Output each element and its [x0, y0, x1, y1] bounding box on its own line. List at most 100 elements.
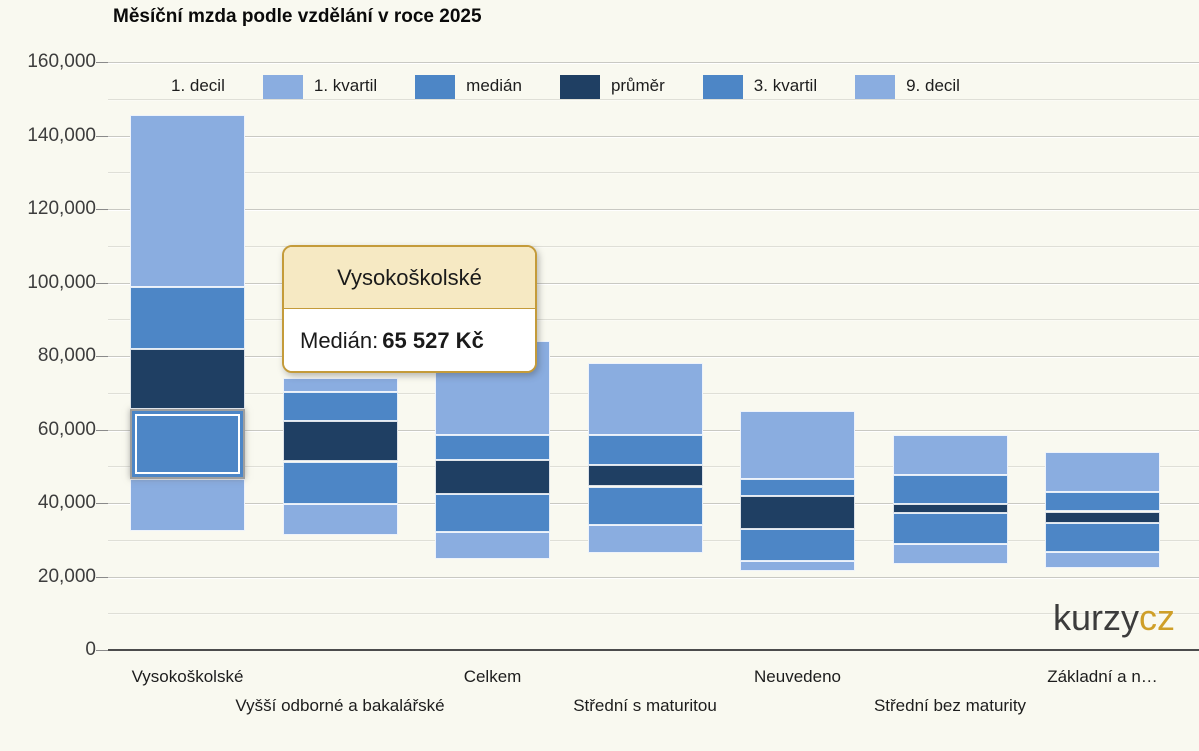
segment-1-kvartil[interactable]	[282, 504, 398, 535]
tooltip: Vysokoškolské Medián: 65 527 Kč	[282, 245, 537, 373]
legend-label: 9. decil	[904, 75, 964, 99]
gridline	[108, 98, 1199, 100]
legend-label: průměr	[609, 75, 669, 99]
gridline	[108, 282, 1199, 284]
segment-medián[interactable]	[130, 409, 245, 480]
kurzy-logo-cz-text: cz	[1139, 597, 1175, 638]
legend-item-9-decil[interactable]: 9. decil	[855, 74, 964, 100]
segment-1-kvartil[interactable]	[435, 531, 550, 560]
segment-průměr[interactable]	[587, 465, 703, 487]
legend-item-3-kvartil[interactable]: 3. kvartil	[702, 74, 821, 100]
segment-1-kvartil[interactable]	[587, 525, 703, 554]
segment-medián[interactable]	[740, 528, 855, 561]
segment-3-kvartil[interactable]	[130, 287, 245, 350]
x-axis-label-3: Celkem	[463, 667, 522, 686]
segment-3-kvartil[interactable]	[282, 391, 398, 421]
segment-1-kvartil[interactable]	[740, 560, 855, 571]
y-axis-tick	[96, 576, 108, 578]
gridline	[108, 319, 1199, 321]
segment-9-decil[interactable]	[740, 411, 855, 480]
bar-4	[587, 0, 703, 650]
x-axis-label-5: Neuvedeno	[754, 667, 841, 686]
y-axis-tick	[96, 135, 108, 137]
legend-item-pr-m-r[interactable]: průměr	[559, 74, 669, 100]
gridline	[108, 209, 1199, 210]
y-axis-tick	[96, 282, 108, 284]
gridline	[108, 613, 1199, 615]
y-axis-tick	[96, 503, 108, 504]
legend-label: 3. kvartil	[752, 75, 821, 99]
segment-průměr[interactable]	[1045, 511, 1160, 523]
segment-1-kvartil[interactable]	[130, 479, 245, 532]
segment-medián[interactable]	[282, 461, 398, 505]
segment-9-decil[interactable]	[130, 115, 245, 288]
segment-1-kvartil[interactable]	[892, 544, 1008, 565]
segment-průměr[interactable]	[740, 495, 855, 529]
y-axis-label: 140,000	[27, 124, 96, 146]
tooltip-value: 65 527 Kč	[382, 328, 484, 353]
segment-3-kvartil[interactable]	[740, 479, 855, 496]
segment-3-kvartil[interactable]	[587, 435, 703, 466]
y-axis-tick	[96, 62, 108, 63]
kurzy-logo: kurzycz	[1053, 600, 1175, 636]
x-axis-line	[108, 649, 1199, 651]
bar-7	[1045, 0, 1160, 650]
segment-3-kvartil[interactable]	[1045, 491, 1160, 512]
tooltip-title: Vysokoškolské	[284, 247, 535, 309]
y-axis-label: 160,000	[27, 51, 96, 72]
segment-9-decil[interactable]	[587, 362, 703, 435]
gridline	[108, 135, 1199, 137]
gridline	[108, 576, 1199, 578]
legend-item-1-kvartil[interactable]: 1. kvartil	[262, 74, 381, 100]
legend-swatch	[262, 74, 303, 100]
legend: 1. decil 1. kvartil medián průměr 3. kvartil…	[120, 72, 964, 102]
x-axis-label-2: Vyšší odborné a bakalářské	[235, 696, 445, 715]
tooltip-label: Medián:	[300, 328, 379, 353]
bar-5	[740, 0, 855, 650]
x-axis-label-6: Střední bez maturity	[873, 696, 1027, 715]
legend-label: 1. kvartil	[312, 75, 381, 99]
segment-9-decil[interactable]	[892, 434, 1008, 475]
gridline	[108, 245, 1199, 247]
y-axis-label: 0	[85, 639, 96, 660]
legend-label: 1. decil	[169, 75, 229, 99]
bar-2	[282, 0, 398, 650]
legend-swatch	[702, 74, 743, 100]
y-axis-label: 100,000	[27, 271, 96, 293]
segment-medián[interactable]	[435, 493, 550, 532]
gridline	[108, 356, 1199, 357]
segment-průměr[interactable]	[130, 349, 245, 410]
legend-swatch	[855, 74, 896, 100]
gridline	[108, 172, 1199, 174]
legend-swatch	[559, 74, 600, 100]
segment-9-decil[interactable]	[282, 378, 398, 392]
segment-medián[interactable]	[1045, 522, 1160, 552]
segment-průměr[interactable]	[435, 460, 550, 494]
y-axis-tick	[96, 429, 108, 431]
legend-item-medi-n[interactable]: medián	[415, 74, 526, 100]
segment-medián[interactable]	[587, 486, 703, 526]
kurzy-logo-text: kurzy	[1052, 597, 1139, 638]
chart-title: Měsíční mzda podle vzdělání v roce 2025	[113, 6, 482, 27]
x-axis-label-1: Vysokoškolské	[131, 667, 244, 686]
segment-medián[interactable]	[892, 512, 1008, 545]
segment-3-kvartil[interactable]	[892, 474, 1008, 504]
bar-1	[130, 0, 245, 650]
segment-3-kvartil[interactable]	[435, 435, 550, 460]
x-axis-label-4: Střední s maturitou	[573, 696, 717, 715]
y-axis-label: 120,000	[27, 198, 96, 219]
y-axis-label: 60,000	[37, 418, 96, 440]
segment-průměr[interactable]	[892, 503, 1008, 513]
legend-label: medián	[464, 75, 526, 99]
segment-9-decil[interactable]	[1045, 451, 1160, 492]
y-axis-label: 20,000	[37, 565, 96, 587]
legend-swatch	[415, 74, 456, 100]
segment-1-kvartil[interactable]	[1045, 551, 1160, 568]
legend-item-1-decil[interactable]: 1. decil	[120, 75, 229, 100]
y-axis-label: 80,000	[37, 345, 96, 366]
segment-průměr[interactable]	[282, 420, 398, 462]
tooltip-body: Medián: 65 527 Kč	[284, 309, 535, 371]
y-axis-tick	[96, 356, 108, 357]
